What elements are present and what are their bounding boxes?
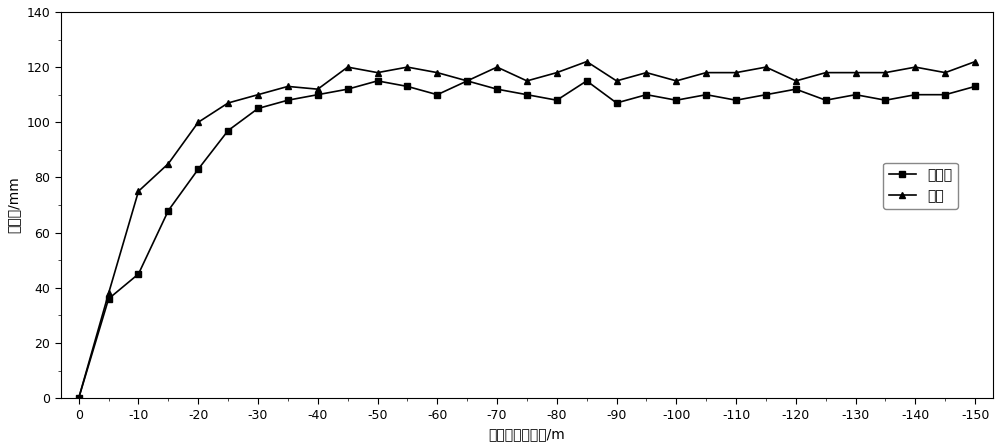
顶底板 [909, 92, 921, 97]
顶底板 [222, 128, 234, 133]
两帮 [909, 65, 921, 70]
两帮 [790, 78, 802, 84]
Legend: 顶底板, 两帮: 顶底板, 两帮 [883, 163, 958, 209]
两帮 [760, 65, 772, 70]
两帮 [222, 100, 234, 106]
顶底板 [730, 98, 742, 103]
顶底板 [581, 78, 593, 84]
顶底板 [939, 92, 951, 97]
两帮 [700, 70, 712, 75]
顶底板 [461, 78, 473, 84]
两帮 [611, 78, 623, 84]
Line: 顶底板: 顶底板 [75, 78, 979, 401]
X-axis label: 测点距柤壁距离/m: 测点距柤壁距离/m [489, 427, 565, 441]
顶底板 [969, 84, 981, 89]
顶底板 [790, 86, 802, 92]
顶底板 [640, 92, 652, 97]
顶底板 [252, 106, 264, 111]
两帮 [282, 84, 294, 89]
两帮 [640, 70, 652, 75]
两帮 [342, 65, 354, 70]
顶底板 [431, 92, 443, 97]
顶底板 [401, 84, 413, 89]
顶底板 [491, 86, 503, 92]
两帮 [969, 59, 981, 64]
顶底板 [103, 296, 115, 302]
两帮 [162, 161, 174, 166]
两帮 [431, 70, 443, 75]
顶底板 [521, 92, 533, 97]
两帮 [312, 86, 324, 92]
顶底板 [670, 98, 682, 103]
两帮 [939, 70, 951, 75]
Y-axis label: 移近量/mm: 移近量/mm [7, 177, 21, 233]
两帮 [879, 70, 891, 75]
顶底板 [879, 98, 891, 103]
两帮 [730, 70, 742, 75]
顶底板 [282, 98, 294, 103]
两帮 [132, 189, 144, 194]
顶底板 [551, 98, 563, 103]
顶底板 [850, 92, 862, 97]
两帮 [401, 65, 413, 70]
顶底板 [372, 78, 384, 84]
顶底板 [760, 92, 772, 97]
两帮 [670, 78, 682, 84]
两帮 [521, 78, 533, 84]
顶底板 [342, 86, 354, 92]
顶底板 [700, 92, 712, 97]
两帮 [551, 70, 563, 75]
顶底板 [73, 396, 85, 401]
两帮 [252, 92, 264, 97]
顶底板 [132, 271, 144, 277]
顶底板 [162, 208, 174, 213]
两帮 [103, 291, 115, 296]
两帮 [73, 396, 85, 401]
顶底板 [192, 167, 204, 172]
两帮 [850, 70, 862, 75]
两帮 [192, 120, 204, 125]
顶底板 [820, 98, 832, 103]
顶底板 [611, 100, 623, 106]
两帮 [461, 78, 473, 84]
两帮 [491, 65, 503, 70]
两帮 [820, 70, 832, 75]
顶底板 [312, 92, 324, 97]
两帮 [581, 59, 593, 64]
两帮 [372, 70, 384, 75]
Line: 两帮: 两帮 [75, 58, 979, 401]
